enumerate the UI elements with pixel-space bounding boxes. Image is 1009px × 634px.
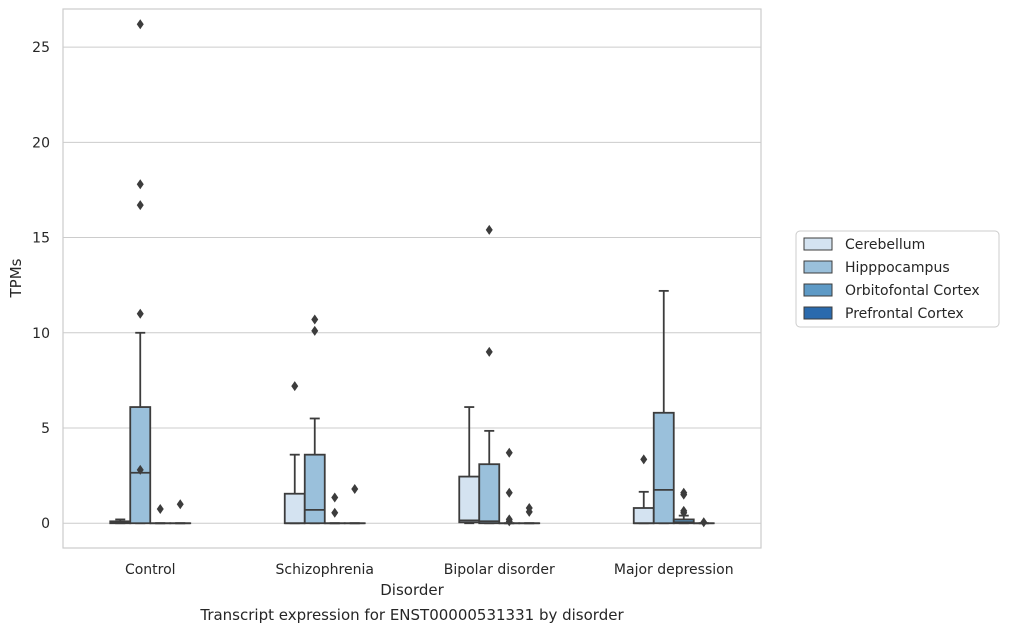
outlier-point [505,447,513,458]
x-axis-ticks: Control Schizophrenia Bipolar disorder Majo… [125,562,734,578]
chart-caption: Transcript expression for ENST0000053133… [200,606,624,624]
box-prefrontal-cortex [692,517,715,528]
plot-frame [62,8,762,549]
outlier-point [351,483,359,494]
box-hipppocampus [652,289,675,525]
x-tick-label: Control [125,562,176,578]
outlier-point [156,503,164,514]
box-series [109,19,715,528]
x-tick-label: Major depression [614,562,734,578]
outlier-point [136,179,144,190]
outlier-point [680,505,688,516]
legend-swatch [803,306,833,320]
box-cerebellum [632,454,655,525]
iqr-box [672,518,695,525]
y-tick-label: 5 [41,421,50,437]
box-orbitofontal-cortex [672,487,695,525]
box-orbitofontal-cortex [323,492,346,525]
box-hipppocampus [478,224,501,525]
x-tick-label: Bipolar disorder [444,562,555,578]
outlier-point [311,314,319,325]
box-orbitofontal-cortex [149,503,172,525]
outlier-point [331,492,339,503]
box-hipppocampus [303,314,326,525]
legend: Cerebellum Hipppocampus Orbitofontal Corte… [795,230,1000,328]
y-axis-ticks: 0 5 10 15 20 25 [32,40,50,532]
outlier-point [136,308,144,319]
iqr-box [283,492,306,525]
outlier-point [485,346,493,357]
y-tick-label: 20 [32,135,50,151]
legend-frame [795,230,1000,328]
outlier-point [176,499,184,510]
legend-swatch [803,283,833,297]
legend-label: Orbitofontal Cortex [845,283,980,299]
outlier-point [136,464,144,475]
outlier-point [505,514,513,525]
y-tick-label: 25 [32,40,50,56]
outlier-point [485,224,493,235]
iqr-box [303,453,326,525]
legend-swatch [803,260,833,274]
iqr-box [632,507,655,525]
outlier-point [525,503,533,514]
box-prefrontal-cortex [518,503,541,525]
box-cerebellum [109,518,132,525]
y-tick-label: 10 [32,326,50,342]
outlier-point [680,487,688,498]
outlier-point [700,517,708,528]
legend-label: Hipppocampus [845,260,950,276]
outlier-point [311,325,319,336]
box-orbitofontal-cortex [498,447,521,527]
box-cerebellum [458,406,481,525]
y-axis-label: TPMs [7,258,25,298]
box-prefrontal-cortex [169,499,192,525]
outlier-point [136,19,144,30]
box-cerebellum [283,381,306,525]
box-prefrontal-cortex [343,483,366,525]
iqr-box [478,463,501,525]
outlier-point [505,487,513,498]
outlier-point [136,200,144,211]
legend-label: Prefrontal Cortex [845,306,964,322]
iqr-box [458,475,481,524]
legend-label: Cerebellum [845,237,925,253]
y-tick-label: 15 [32,231,50,247]
x-axis-label: Disorder [380,581,444,599]
x-tick-label: Schizophrenia [276,562,374,578]
box-hipppocampus [129,19,152,525]
outlier-point [331,507,339,518]
y-tick-label: 0 [41,516,50,532]
legend-swatch [803,237,833,251]
outlier-point [640,454,648,465]
outlier-point [291,381,299,392]
iqr-box [652,411,675,525]
